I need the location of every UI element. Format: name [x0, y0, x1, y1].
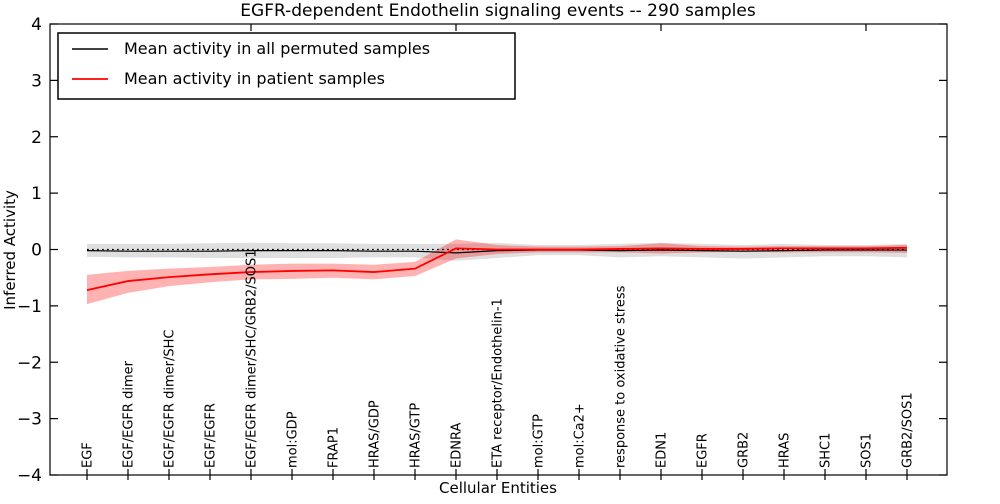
mean-line-patient	[86, 246, 908, 291]
x-category-label: mol:GTP	[532, 414, 547, 468]
x-category-label: EGF	[81, 442, 96, 468]
x-category-label: EGF/EGFR dimer/SHC	[163, 330, 178, 468]
y-tick-label: −2	[17, 353, 42, 373]
legend-box	[57, 32, 516, 100]
x-category-label: GRB2/SOS1	[901, 392, 916, 468]
y-tick-label: −1	[17, 297, 42, 317]
x-category-label: SHC1	[819, 433, 834, 468]
x-category-label: FRAP1	[327, 427, 342, 468]
legend: Mean activity in all permuted samples Me…	[57, 32, 516, 100]
x-category-label: HRAS/GDP	[368, 400, 383, 468]
x-category-label: EGF/EGFR dimer/SHC/GRB2/SOS1	[245, 250, 260, 469]
y-tick-label: 0	[31, 241, 42, 261]
x-axis-label: Cellular Entities	[439, 479, 557, 497]
x-category-label: ETA receptor/Endothelin-1	[491, 298, 506, 468]
x-category-label: SOS1	[860, 433, 875, 468]
x-category-label: GRB2	[737, 432, 752, 468]
legend-label-permuted: Mean activity in all permuted samples	[124, 39, 430, 58]
x-category-label: HRAS	[778, 433, 793, 468]
legend-label-patient: Mean activity in patient samples	[124, 69, 385, 88]
x-category-label: mol:Ca2+	[573, 403, 588, 468]
y-tick-label: 4	[31, 15, 42, 35]
y-tick-label: 3	[31, 71, 42, 91]
y-tick-label: −3	[17, 410, 42, 430]
y-axis-label: Inferred Activity	[1, 190, 19, 310]
x-category-label: mol:GDP	[286, 411, 301, 468]
x-category-label: EDNRA	[450, 423, 465, 468]
y-tick-label: 1	[31, 184, 42, 204]
x-category-label: EGF/EGFR	[204, 403, 219, 468]
plot-area: −4 −3 −2 −1 0 1 2 3 4 EGF EGF/EGFR dimer EGF/EGFR d…	[17, 15, 948, 486]
y-tick-label: −4	[17, 466, 42, 486]
x-category-label: EGF/EGFR dimer	[122, 360, 137, 468]
y-tick-label: 2	[31, 128, 42, 148]
x-category-label: EGFR	[696, 433, 711, 468]
mean-line-permuted	[86, 249, 907, 254]
x-category-label: HRAS/GTP	[409, 403, 424, 468]
chart-title: EGFR-dependent Endothelin signaling even…	[240, 1, 756, 21]
confidence-band-permuted	[87, 242, 907, 261]
x-category-label: response to oxidative stress	[614, 285, 629, 468]
x-category-label: EDN1	[655, 432, 670, 468]
